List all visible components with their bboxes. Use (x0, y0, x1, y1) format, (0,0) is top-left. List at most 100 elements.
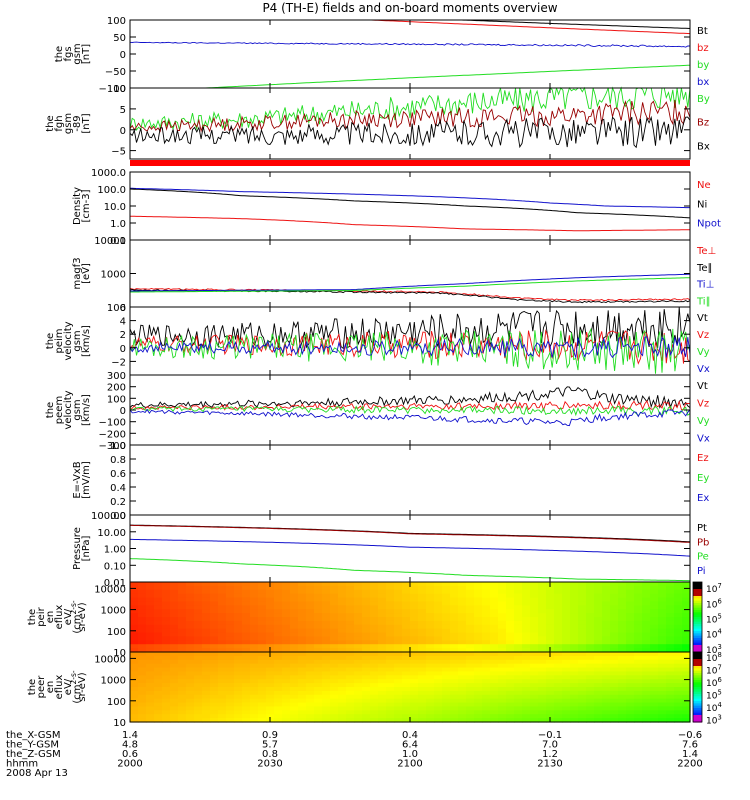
legend-fgh-0: By (697, 94, 710, 105)
heatmap-cell (162, 706, 171, 711)
heatmap-cell (658, 620, 667, 626)
heatmap-cell (442, 671, 451, 676)
y-tick-label: 10000 (94, 236, 126, 247)
heatmap-cell (650, 667, 659, 673)
heatmap-cell (474, 702, 483, 708)
heatmap-cell (490, 597, 499, 603)
heatmap-cell (194, 593, 203, 599)
heatmap-cell (402, 585, 411, 591)
heatmap-cell (170, 582, 179, 587)
heatmap-cell (298, 683, 307, 688)
heatmap-cell (194, 628, 203, 634)
heatmap-cell (130, 597, 139, 603)
heatmap-cell (410, 683, 419, 688)
heatmap-cell (482, 671, 491, 676)
heatmap-cell (250, 687, 259, 692)
heatmap-cell (570, 628, 579, 634)
heatmap-cell (394, 694, 403, 700)
heatmap-cell (154, 659, 163, 665)
frame-efield (129, 444, 691, 516)
heatmap-cell (474, 628, 483, 634)
heatmap-cell (194, 659, 203, 665)
heatmap-cell (234, 648, 243, 653)
heatmap-cell (594, 714, 603, 719)
y-axis-label-line: velocity (63, 321, 74, 360)
heatmap-cell (506, 628, 515, 634)
heatmap-cell (234, 632, 243, 638)
legend-peim-2: Vy (697, 347, 710, 358)
heatmap-cell (330, 648, 339, 653)
heatmap-cell (562, 609, 571, 614)
y-axis-label-line: the (27, 679, 38, 695)
heatmap-cell (514, 582, 523, 587)
heatmap-cell (386, 714, 395, 719)
heatmap-cell (650, 690, 659, 696)
heatmap-cell (418, 702, 427, 708)
heatmap-cell (546, 659, 555, 665)
heatmap-cell (210, 683, 219, 688)
heatmap-cell (650, 632, 659, 638)
heatmap-cell (178, 687, 187, 692)
y-axis-label-line: -89 (72, 115, 83, 131)
heatmap-cell (586, 714, 595, 719)
legend-fgh-1: Bz (697, 118, 709, 129)
heatmap-cell (642, 694, 651, 700)
heatmap-cell (410, 679, 419, 684)
heatmap-cell (562, 683, 571, 688)
heatmap-cell (490, 710, 499, 715)
heatmap-cell (674, 671, 683, 676)
heatmap-cell (178, 617, 187, 622)
heatmap-cell (570, 675, 579, 680)
heatmap-cell (586, 690, 595, 696)
heatmap-cell (498, 582, 507, 587)
y-tick-label: 10.0 (104, 202, 126, 213)
heatmap-cell (466, 671, 475, 676)
heatmap-cell (234, 706, 243, 711)
heatmap-cell (306, 675, 315, 680)
heatmap-cell (282, 683, 291, 688)
heatmap-cell (562, 698, 571, 704)
heatmap-cell (146, 601, 155, 606)
heatmap-cell (234, 617, 243, 622)
heatmap-cell (546, 644, 555, 649)
heatmap-cell (138, 702, 147, 708)
heatmap-cell (554, 675, 563, 680)
heatmap-cell (234, 652, 243, 657)
heatmap-cell (410, 702, 419, 708)
heatmap-cell (674, 644, 683, 649)
heatmap-cell (466, 714, 475, 719)
heatmap-cell (290, 659, 299, 665)
legend-peem-3: Vx (697, 434, 710, 445)
heatmap-cell (610, 683, 619, 688)
heatmap-cell (378, 628, 387, 634)
y-axis-label-line: gsm (63, 113, 74, 134)
heatmap-cell (634, 624, 643, 630)
heatmap-cell (250, 671, 259, 676)
heatmap-cell (506, 605, 515, 610)
heatmap-cell (490, 620, 499, 626)
heatmap-cell (426, 628, 435, 634)
heatmap-cell (642, 683, 651, 688)
heatmap-cell (450, 601, 459, 606)
heatmap-cell (170, 687, 179, 692)
heatmap-cell (514, 628, 523, 634)
heatmap-cell (138, 683, 147, 688)
heatmap-cell (266, 663, 275, 669)
legend-pressure-2: Pe (697, 552, 709, 563)
heatmap-cell (162, 605, 171, 610)
x-tick-label: 5.7 (262, 740, 278, 751)
heatmap-cell (658, 601, 667, 606)
heatmap-cell (186, 710, 195, 715)
heatmap-cell (546, 624, 555, 630)
heatmap-cell (682, 694, 691, 700)
heatmap-cell (226, 671, 235, 676)
legend-peim-0: Vt (697, 313, 708, 324)
heatmap-cell (442, 620, 451, 626)
heatmap-cell (538, 644, 547, 649)
heatmap-cell (170, 698, 179, 704)
heatmap-cell (602, 671, 611, 676)
y-tick-label: 100.0 (97, 185, 126, 196)
heatmap-cell (530, 652, 539, 657)
heatmap-cell (202, 597, 211, 603)
heatmap-cell (482, 585, 491, 591)
